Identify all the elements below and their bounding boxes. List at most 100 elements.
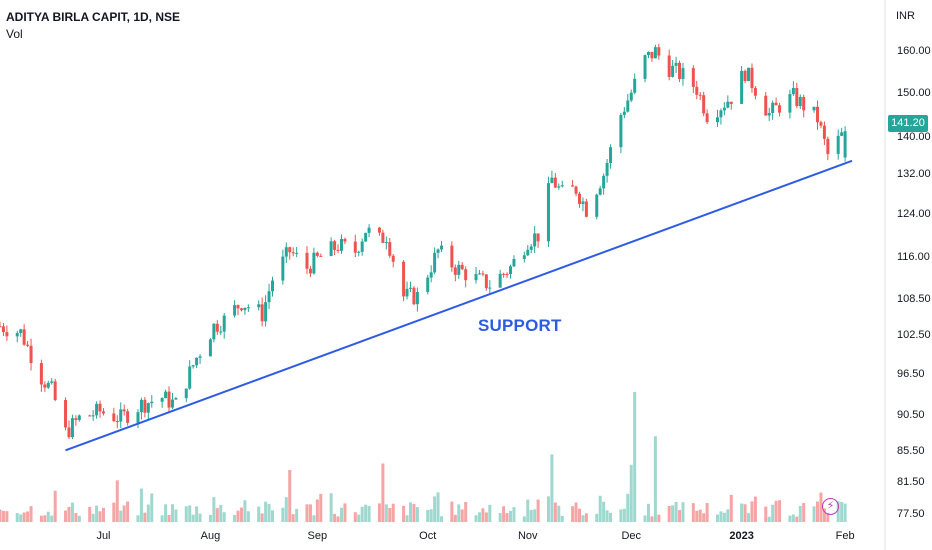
volume-bar: [139, 488, 143, 522]
volume-bar: [191, 514, 195, 522]
candle: [550, 170, 554, 184]
candle: [264, 295, 268, 327]
volume-bar: [729, 494, 733, 522]
candle: [246, 304, 250, 312]
candle: [101, 408, 105, 416]
candle: [667, 49, 671, 81]
last-price-badge: 141.20: [888, 115, 928, 132]
volume-bar: [112, 502, 116, 522]
candle: [53, 378, 57, 402]
volume-bar: [598, 495, 602, 522]
candle: [705, 109, 709, 124]
volume-bar: [291, 514, 295, 522]
volume-bar: [450, 501, 454, 522]
candle: [384, 236, 388, 250]
volume-bar: [622, 508, 626, 522]
volume-bar: [243, 500, 247, 522]
volume-bar: [498, 513, 502, 522]
candle: [315, 251, 319, 258]
candle: [778, 102, 782, 117]
volume-bar: [184, 506, 188, 522]
volume-bar: [584, 513, 588, 522]
candle: [329, 237, 333, 257]
time-tick-label: Feb: [835, 530, 855, 542]
volume-bar: [22, 512, 26, 522]
volume-bar: [295, 508, 299, 522]
volume-bar: [722, 512, 726, 522]
volume-bar: [843, 503, 847, 522]
volume-bar: [771, 504, 775, 522]
candle: [581, 197, 585, 212]
candle: [536, 233, 540, 248]
price-tick-label: 150.00: [897, 86, 931, 99]
candle: [167, 386, 171, 413]
volume-bar: [367, 506, 371, 522]
price-tick-label: 160.00: [897, 45, 931, 58]
time-tick-label: Dec: [621, 530, 642, 542]
candle: [577, 191, 581, 208]
candle: [336, 244, 340, 254]
candle: [553, 172, 557, 189]
lightning-icon[interactable]: ⚡: [822, 498, 839, 515]
candle: [43, 381, 47, 392]
volume-bar: [795, 516, 799, 522]
candle: [812, 106, 816, 113]
candle: [526, 245, 530, 257]
candle: [233, 300, 237, 318]
time-tick-label: Jul: [96, 530, 111, 542]
candle: [295, 246, 299, 258]
volume-bar: [678, 510, 682, 522]
time-tick-label: 2023: [729, 530, 754, 542]
volume-bar: [91, 513, 95, 522]
volume-bar: [53, 490, 57, 522]
volume-bar: [5, 511, 9, 522]
volume-bar: [726, 509, 730, 522]
candle: [433, 247, 437, 275]
candle: [602, 173, 606, 195]
candle: [571, 179, 575, 187]
volume-bar: [170, 504, 174, 522]
volume-bar: [246, 511, 250, 522]
time-tick-label: Nov: [517, 530, 538, 542]
volume-bar: [433, 496, 437, 522]
candle: [502, 272, 506, 278]
volume-bar: [595, 513, 599, 522]
volume-bar: [816, 501, 820, 522]
candle: [243, 307, 247, 315]
volume-bar: [477, 512, 481, 522]
volume-bar: [126, 501, 130, 522]
volume-bar: [840, 501, 844, 522]
candle: [284, 242, 288, 263]
volume-bar: [267, 503, 271, 522]
support-line[interactable]: [65, 159, 853, 452]
volume-bar: [764, 506, 768, 522]
candle: [795, 82, 799, 109]
volume-bar: [657, 514, 661, 522]
volume-bar: [305, 504, 309, 522]
candle: [1, 322, 5, 336]
candle: [188, 360, 192, 390]
candle: [381, 229, 385, 244]
volume-bar: [671, 505, 675, 522]
volume-bar: [826, 512, 830, 522]
volume-bar: [705, 503, 709, 522]
volume-bar: [453, 514, 457, 522]
volume-bar: [747, 513, 751, 522]
candle: [726, 95, 730, 109]
volume-bar: [43, 515, 47, 522]
price-tick-label: 102.50: [897, 329, 931, 342]
volume-bar: [643, 515, 647, 522]
volume-bar: [46, 511, 50, 522]
volume-bar: [143, 512, 147, 522]
volume-bar: [426, 509, 430, 522]
candle: [222, 312, 226, 339]
candle: [146, 402, 150, 421]
volume-bar: [95, 505, 99, 522]
candle: [598, 185, 602, 196]
volume-bar: [198, 513, 202, 522]
volume-bar: [774, 500, 778, 522]
volume-bar: [136, 515, 140, 522]
candle: [39, 359, 43, 392]
volume-bar: [646, 503, 650, 522]
